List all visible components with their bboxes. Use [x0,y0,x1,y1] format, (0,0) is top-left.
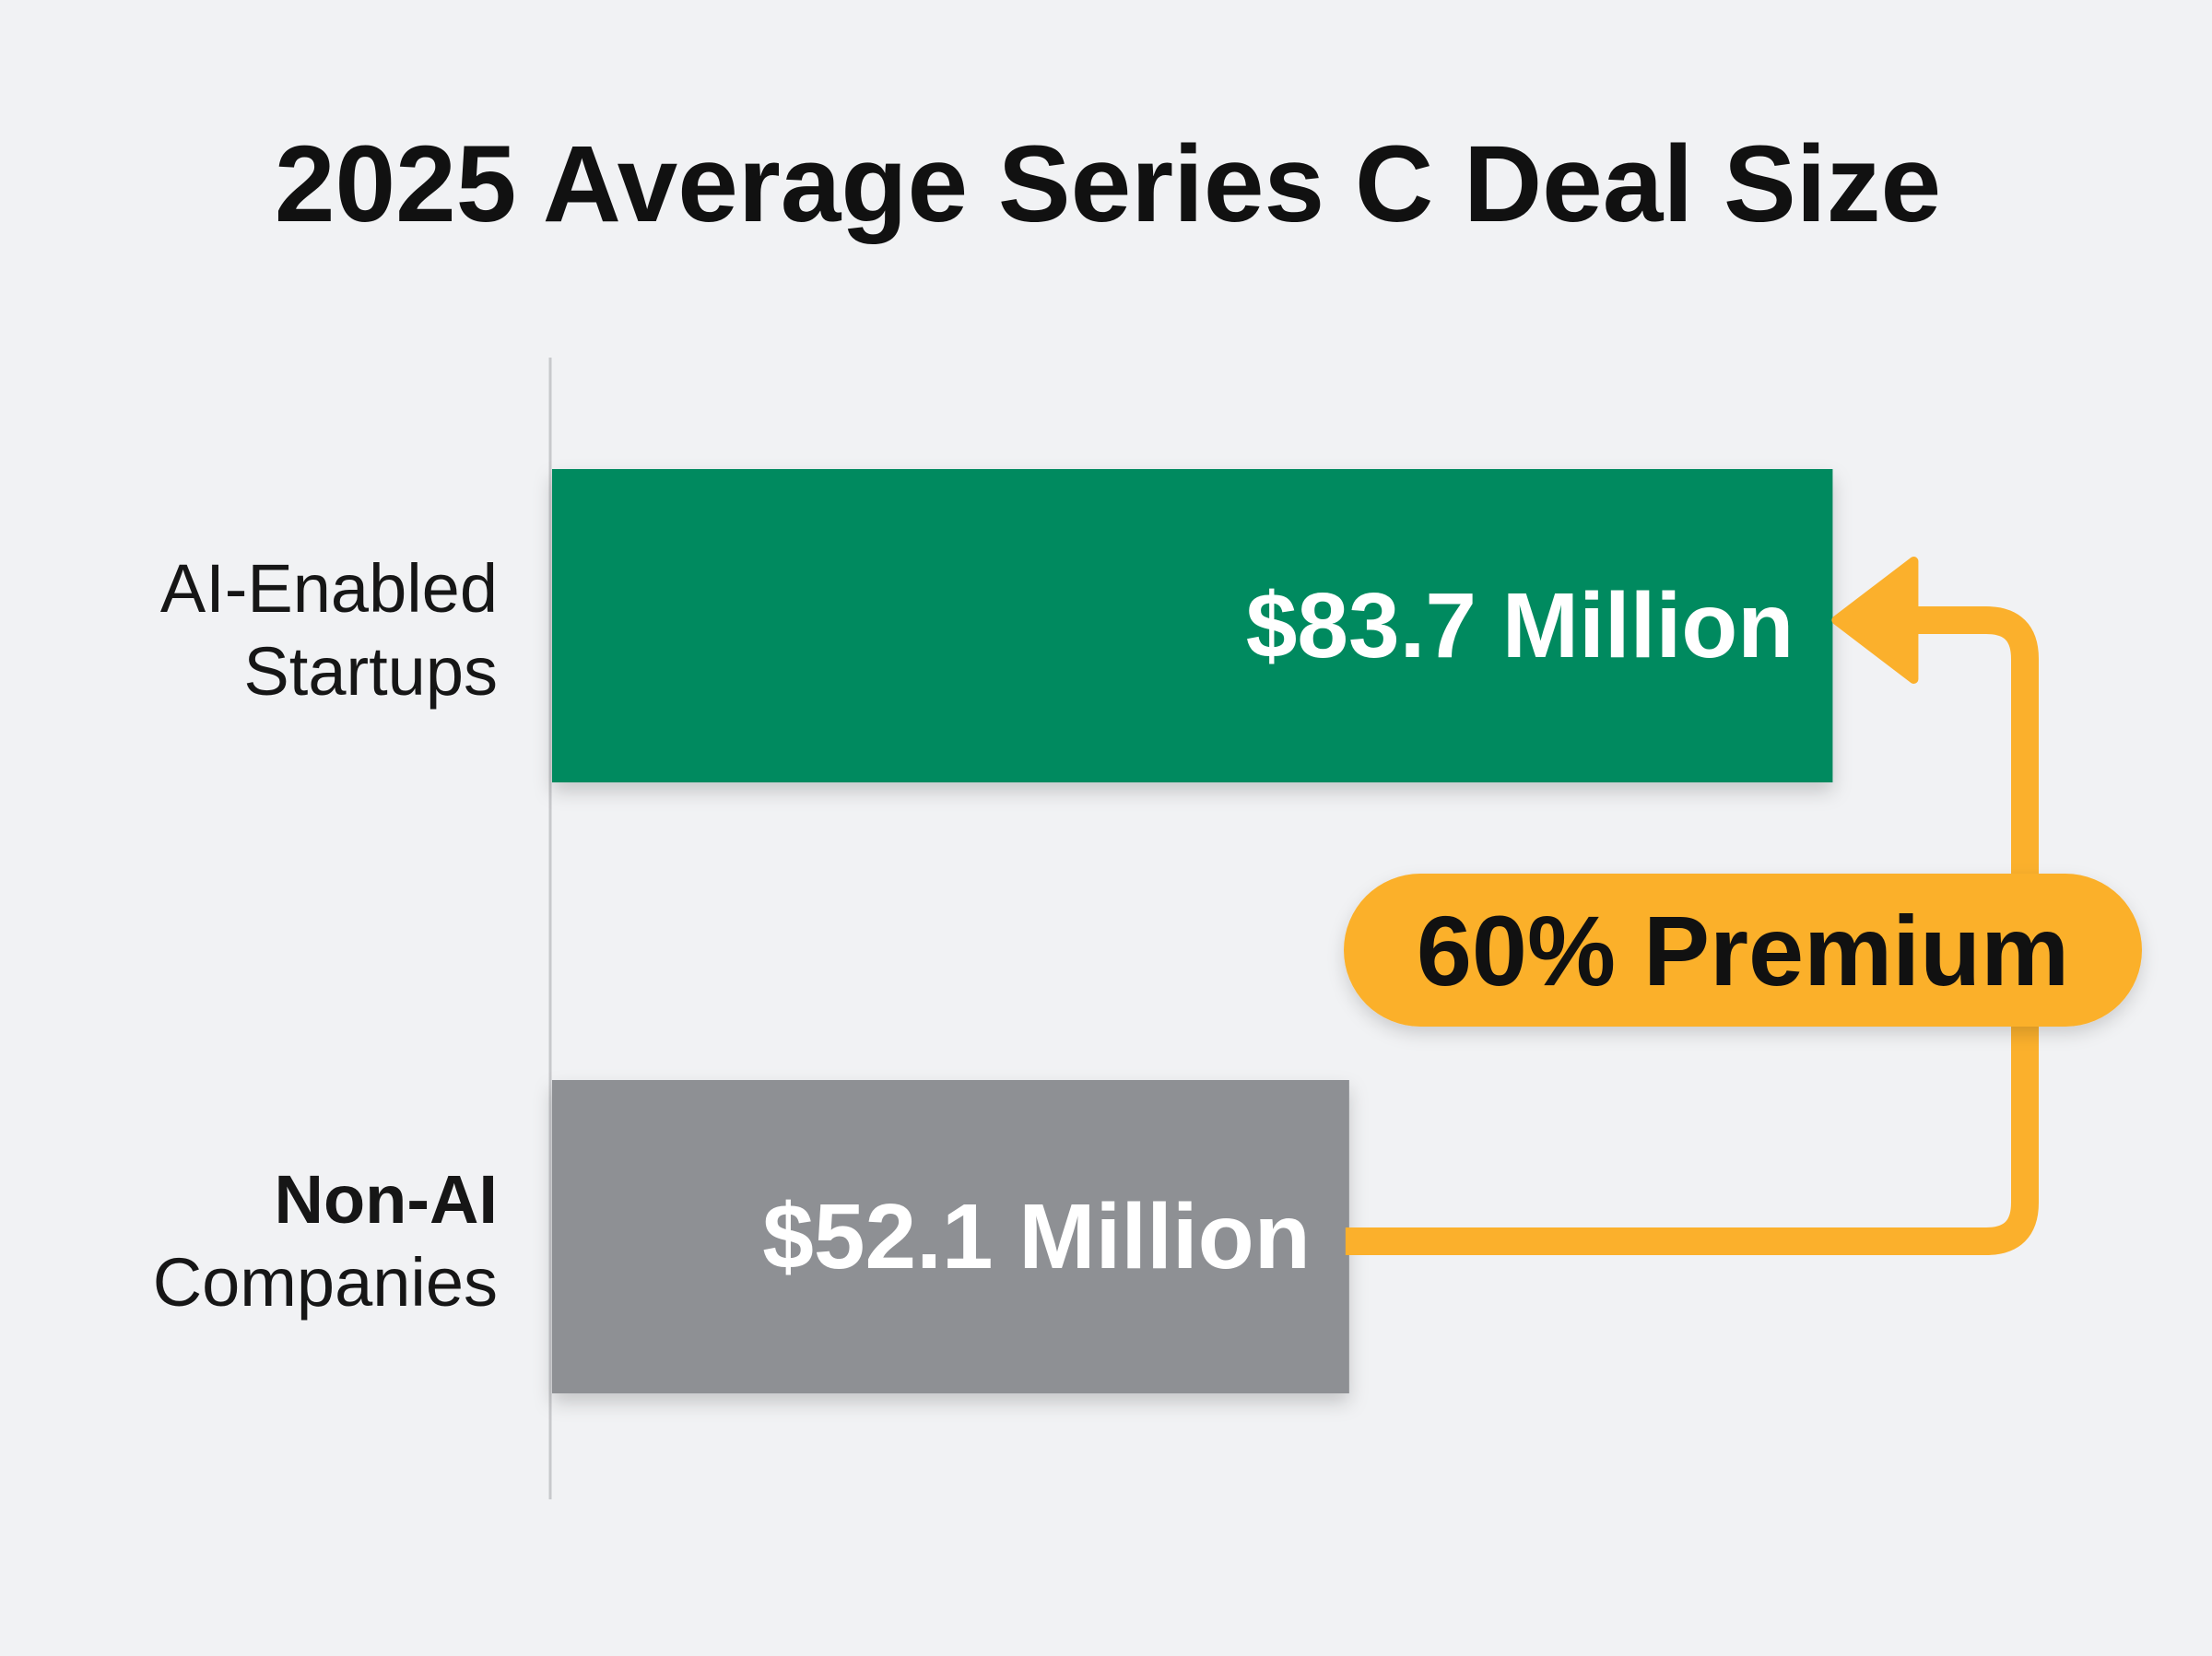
bar-0 [552,469,1833,782]
bar-value-label-0: $83.7 Million [1246,574,1794,677]
category-label-1-line1: Non-AI [275,1161,499,1238]
premium-badge [1344,874,2142,1027]
bar-value-label-1: $52.1 Million [762,1185,1311,1288]
bar-1 [552,1080,1349,1393]
category-label-1-line2: Companies [153,1244,498,1321]
category-label-0-line2: Startups [243,633,498,710]
premium-badge-label: 60% Premium [1417,895,2069,1006]
premium-arrowhead [1831,557,1919,684]
chart-title: 2025 Average Series C Deal Size [275,123,1941,245]
category-label-0-line1: AI-Enabled [160,550,498,627]
